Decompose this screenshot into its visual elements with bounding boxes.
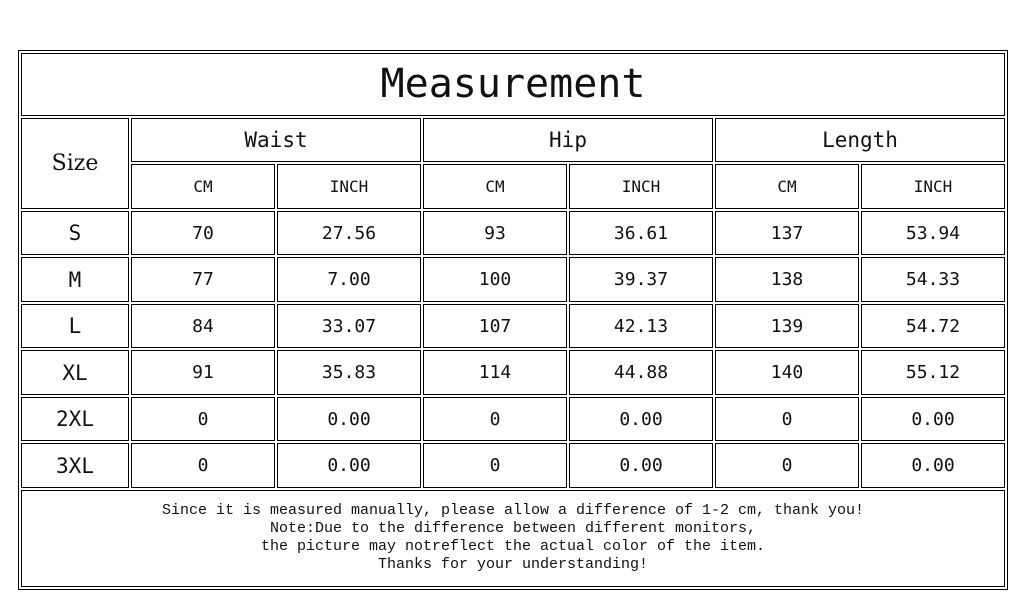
note-line: Thanks for your understanding! — [377, 556, 649, 574]
value-cell: 35.83 — [277, 350, 421, 395]
value-cell: 138 — [715, 257, 859, 302]
value-cell: 42.13 — [569, 303, 713, 349]
value-cell: 0.00 — [277, 443, 421, 488]
value-cell: 0.00 — [569, 443, 713, 488]
table-row: M 77 7.00 100 39.37 138 54.33 — [21, 257, 1005, 302]
value-cell: 139 — [715, 303, 859, 349]
footer-notes: Since it is measured manually, please al… — [21, 489, 1005, 587]
chart-title: Measurement — [21, 53, 1005, 116]
value-cell: 0 — [715, 443, 859, 488]
size-header: Size — [21, 117, 129, 209]
value-cell: 27.56 — [277, 210, 421, 256]
value-cell: 0.00 — [861, 396, 1005, 442]
group-length: Length — [715, 117, 1005, 163]
table-row: 2XL 0 0.00 0 0.00 0 0.00 — [21, 396, 1005, 442]
unit-row: CM INCH CM INCH CM INCH — [21, 164, 1005, 209]
table-row: XL 91 35.83 114 44.88 140 55.12 — [21, 350, 1005, 395]
value-cell: 0 — [715, 396, 859, 442]
size-cell: XL — [21, 350, 129, 395]
value-cell: 36.61 — [569, 210, 713, 256]
size-chart-table: Measurement Size Waist Hip Length CM INCH… — [18, 50, 1008, 590]
value-cell: 39.37 — [569, 257, 713, 302]
unit-header: CM — [131, 164, 275, 209]
value-cell: 0 — [131, 443, 275, 488]
value-cell: 55.12 — [861, 350, 1005, 395]
value-cell: 77 — [131, 257, 275, 302]
value-cell: 0.00 — [861, 443, 1005, 488]
value-cell: 70 — [131, 210, 275, 256]
value-cell: 44.88 — [569, 350, 713, 395]
size-cell: 3XL — [21, 443, 129, 488]
group-waist: Waist — [131, 117, 421, 163]
size-cell: 2XL — [21, 396, 129, 442]
note-line: the picture may notreflect the actual co… — [260, 538, 766, 556]
value-cell: 114 — [423, 350, 567, 395]
value-cell: 0 — [131, 396, 275, 442]
value-cell: 0.00 — [569, 396, 713, 442]
value-cell: 91 — [131, 350, 275, 395]
size-cell: S — [21, 210, 129, 256]
value-cell: 140 — [715, 350, 859, 395]
table-row: 3XL 0 0.00 0 0.00 0 0.00 — [21, 443, 1005, 488]
value-cell: 107 — [423, 303, 567, 349]
unit-header: INCH — [277, 164, 421, 209]
value-cell: 0 — [423, 443, 567, 488]
value-cell: 53.94 — [861, 210, 1005, 256]
unit-header: INCH — [569, 164, 713, 209]
size-cell: L — [21, 303, 129, 349]
value-cell: 0 — [423, 396, 567, 442]
table-row: L 84 33.07 107 42.13 139 54.72 — [21, 303, 1005, 349]
value-cell: 33.07 — [277, 303, 421, 349]
group-hip: Hip — [423, 117, 713, 163]
value-cell: 54.33 — [861, 257, 1005, 302]
value-cell: 7.00 — [277, 257, 421, 302]
unit-header: INCH — [861, 164, 1005, 209]
size-cell: M — [21, 257, 129, 302]
value-cell: 137 — [715, 210, 859, 256]
value-cell: 54.72 — [861, 303, 1005, 349]
table-row: S 70 27.56 93 36.61 137 53.94 — [21, 210, 1005, 256]
value-cell: 0.00 — [277, 396, 421, 442]
unit-header: CM — [423, 164, 567, 209]
note-line: Since it is measured manually, please al… — [161, 502, 865, 520]
unit-header: CM — [715, 164, 859, 209]
value-cell: 93 — [423, 210, 567, 256]
value-cell: 84 — [131, 303, 275, 349]
note-line: Note:Due to the difference between diffe… — [269, 520, 757, 538]
value-cell: 100 — [423, 257, 567, 302]
